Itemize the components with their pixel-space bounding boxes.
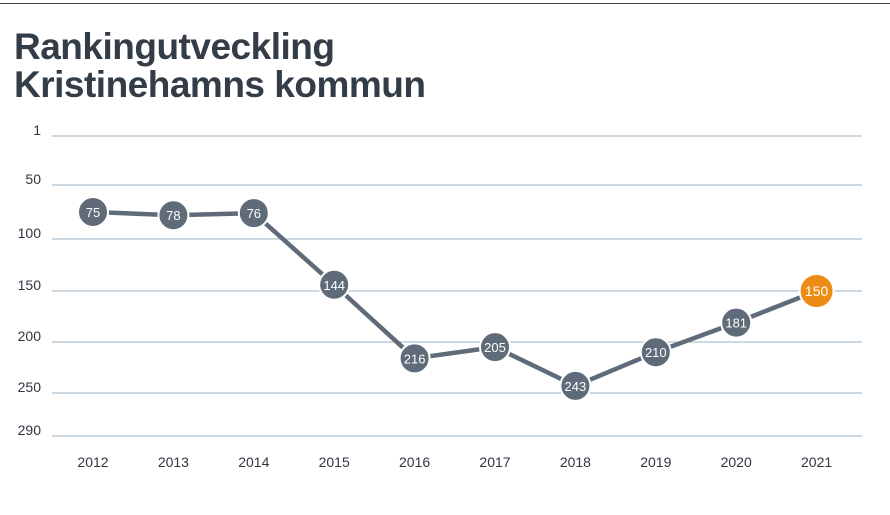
data-label: 181 — [725, 316, 747, 331]
chart-title: Rankingutveckling Kristinehamns kommun — [14, 26, 426, 105]
y-tick-label: 100 — [18, 225, 42, 241]
y-tick-label: 200 — [18, 328, 42, 344]
data-point — [77, 196, 109, 228]
x-tick-label: 2021 — [801, 454, 832, 470]
data-label: 205 — [484, 340, 506, 355]
x-tick-label: 2015 — [319, 454, 350, 470]
x-tick-label: 2017 — [479, 454, 510, 470]
data-point — [720, 306, 753, 339]
top-divider — [0, 3, 890, 4]
data-label: 243 — [565, 379, 587, 394]
x-tick-label: 2019 — [640, 454, 671, 470]
y-tick-label: 1 — [33, 122, 41, 138]
x-tick-label: 2012 — [77, 454, 108, 470]
series-points: 75 78 76 144 216 205 243 210 181 150 — [77, 196, 835, 402]
x-tick-label: 2018 — [560, 454, 591, 470]
series-polyline — [90, 209, 819, 389]
y-tick-label: 250 — [18, 379, 42, 395]
data-point — [157, 199, 190, 232]
data-point — [398, 342, 431, 375]
y-tick-label: 50 — [25, 171, 41, 187]
data-point — [237, 197, 270, 230]
data-label: 216 — [404, 351, 426, 366]
x-tick-label: 2020 — [721, 454, 752, 470]
data-label: 210 — [645, 345, 667, 360]
gridlines — [52, 135, 862, 437]
data-label: 150 — [805, 283, 829, 299]
series-line — [90, 209, 819, 389]
y-tick-label: 150 — [18, 277, 42, 293]
y-tick-label: 290 — [18, 422, 42, 438]
data-point — [639, 336, 672, 369]
data-label: 76 — [247, 206, 261, 221]
chart-title-line-2: Kristinehamns kommun — [14, 64, 426, 105]
data-label: 75 — [86, 205, 100, 220]
chart-title-line-1: Rankingutveckling — [14, 26, 335, 67]
data-label: 78 — [166, 208, 180, 223]
data-point — [479, 331, 511, 364]
x-tick-label: 2016 — [399, 454, 430, 470]
data-point — [318, 268, 351, 301]
data-point — [559, 369, 592, 402]
x-tick-label: 2013 — [158, 454, 189, 470]
x-axis-ticks: 2012 2013 2014 2015 2016 2017 2018 2019 2020 2021 — [77, 454, 832, 470]
x-tick-label: 2014 — [238, 454, 269, 470]
highlight-point — [798, 273, 835, 309]
data-label: 144 — [323, 278, 345, 293]
